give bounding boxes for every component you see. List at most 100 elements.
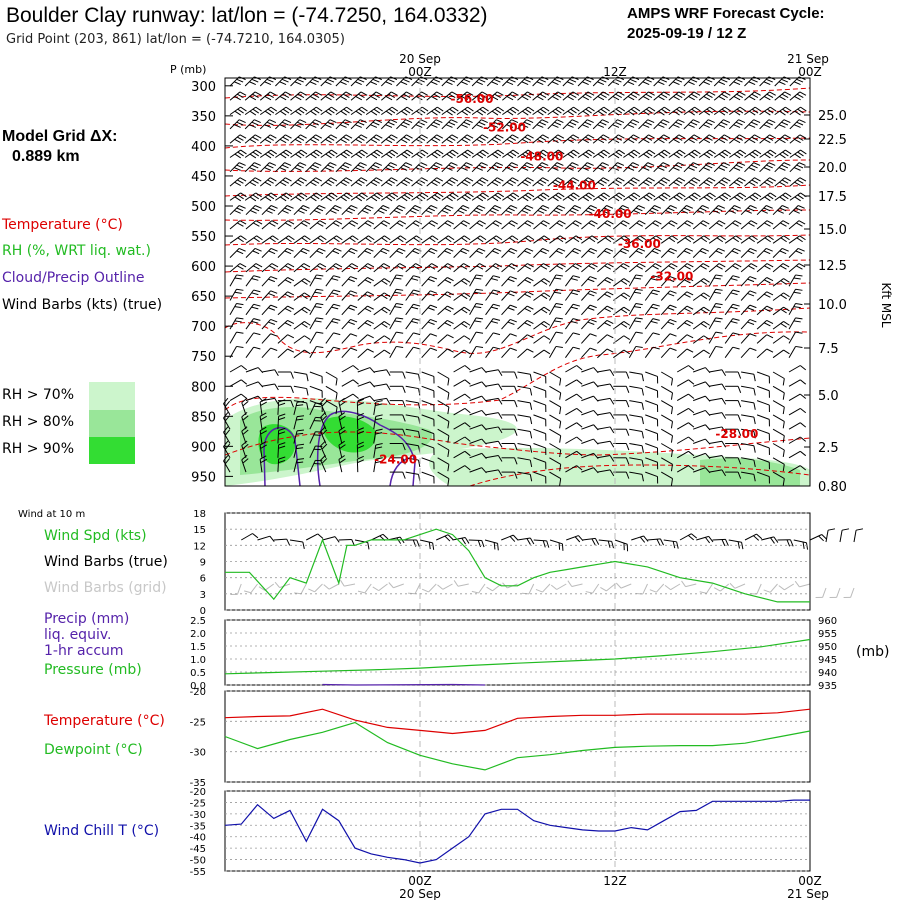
wind-barb-flag — [384, 235, 391, 241]
wind-barb-flag — [618, 149, 626, 155]
surface-barb-grid — [642, 583, 648, 595]
wind-barb — [772, 248, 783, 258]
wind-barb-flag — [612, 196, 620, 202]
wind-barb — [485, 220, 496, 230]
surface-barb-true-flag — [574, 536, 581, 543]
surface-barb-grid — [237, 583, 242, 595]
wind-barb — [309, 346, 317, 358]
wind-barb — [341, 290, 351, 301]
wind-barb — [740, 304, 751, 316]
wind-barb-flag — [506, 81, 514, 86]
wind-barb-flag — [286, 247, 294, 252]
wind-barb-flag — [269, 177, 277, 182]
wind-barb-flag — [476, 81, 483, 86]
wind-barb-flag — [642, 181, 650, 187]
wind-barb-flag — [300, 91, 307, 96]
wind-barb-flag — [612, 96, 620, 101]
wind-barb-flag — [739, 177, 746, 182]
wind-barb-flag — [732, 289, 740, 293]
wind-barb — [341, 263, 353, 273]
wind-barb-flag — [703, 196, 711, 202]
wind-barb-flag — [739, 91, 746, 96]
wind-barb-flag — [320, 412, 326, 418]
wind-barb-flag — [747, 321, 755, 325]
wind-barb-flag — [387, 121, 395, 126]
wind-barb — [533, 400, 546, 406]
wind-barb-flag — [575, 235, 583, 241]
wind-barb-flag — [539, 250, 547, 255]
wind-barb-flag — [387, 78, 395, 83]
wind-barb-flag — [675, 136, 683, 141]
wind-barb-flag — [431, 138, 438, 144]
wind-barb-flag — [505, 209, 513, 214]
wind-barb-flag — [706, 136, 713, 141]
wind-barb-flag — [370, 110, 378, 116]
wind-barb-flag — [238, 119, 246, 123]
wind-barb-flag — [735, 121, 743, 126]
wind-barb-flag — [793, 291, 801, 294]
wind-barb-flag — [345, 91, 353, 96]
wind-barb — [676, 365, 689, 373]
wind-barb-flag — [543, 235, 551, 241]
wind-barb-flag — [234, 291, 242, 294]
wind-barb-flag — [372, 164, 380, 169]
wind-barb-flag — [599, 164, 607, 169]
wind-barb-flag — [381, 280, 388, 285]
wind-barb-flag — [614, 121, 622, 126]
wind-barb-flag — [646, 194, 653, 200]
surface-barb-true-flag — [464, 537, 470, 544]
wind-barb-flag — [346, 149, 353, 155]
wind-barb — [709, 412, 723, 416]
wind-barb-flag — [670, 407, 674, 415]
wind-barb-flag — [672, 167, 680, 171]
wind-barb — [259, 430, 263, 444]
wind-barb — [740, 263, 752, 273]
wind-barb-flag — [732, 303, 740, 307]
wind-barb — [229, 317, 237, 330]
wind-barb-flag — [612, 110, 620, 116]
wind-barb-flag — [430, 205, 438, 209]
wind-barb-flag — [748, 96, 756, 101]
wind-barb-flag — [334, 205, 342, 209]
wind-barb — [469, 346, 477, 358]
wind-barb-flag — [301, 237, 308, 243]
wind-barb-flag — [796, 222, 803, 227]
wind-barb-flag — [284, 119, 292, 123]
wind-barb-flag — [721, 426, 727, 434]
wind-barb-flag — [301, 294, 308, 300]
surface-barb-true-flag — [770, 537, 775, 544]
wind-barb — [597, 220, 608, 230]
wind-barb-flag — [521, 81, 529, 86]
wind-barb-flag — [585, 194, 592, 200]
wind-barb-flag — [615, 136, 622, 141]
wind-barb-flag — [703, 96, 711, 101]
wind-barb-flag — [555, 288, 563, 291]
wind-barb-flag — [460, 207, 467, 212]
wind-barb — [693, 395, 706, 402]
temperature-series-label: Temperature (°C) — [44, 713, 165, 729]
wind-barb — [373, 459, 377, 473]
wind-barb-flag — [433, 164, 441, 169]
wind-barb — [485, 346, 494, 358]
wind-barb-flag — [574, 247, 582, 252]
wind-barb — [756, 471, 770, 478]
wind-barb-flag — [355, 196, 363, 202]
wind-barb-flag — [476, 181, 484, 187]
wind-barb-flag — [783, 278, 790, 283]
wind-barb — [245, 332, 255, 344]
surface-barb-grid — [457, 583, 469, 587]
wind-barb-flag — [662, 162, 670, 166]
wind-barb-flag — [749, 304, 757, 309]
wind-barb-flag — [618, 106, 626, 112]
wind-barb-flag — [512, 192, 520, 198]
wind-barb-flag — [437, 106, 444, 112]
wind-barb — [309, 331, 317, 344]
wind-barb — [613, 349, 625, 359]
wind-barb — [788, 365, 801, 373]
wind-barb-flag — [724, 192, 731, 198]
wind-barb-flag — [588, 237, 596, 243]
wind-barb-flag — [543, 220, 550, 225]
wind-barb-flag — [522, 153, 529, 159]
wind-barb — [565, 318, 574, 330]
surface-barb-true-flag — [302, 541, 305, 549]
